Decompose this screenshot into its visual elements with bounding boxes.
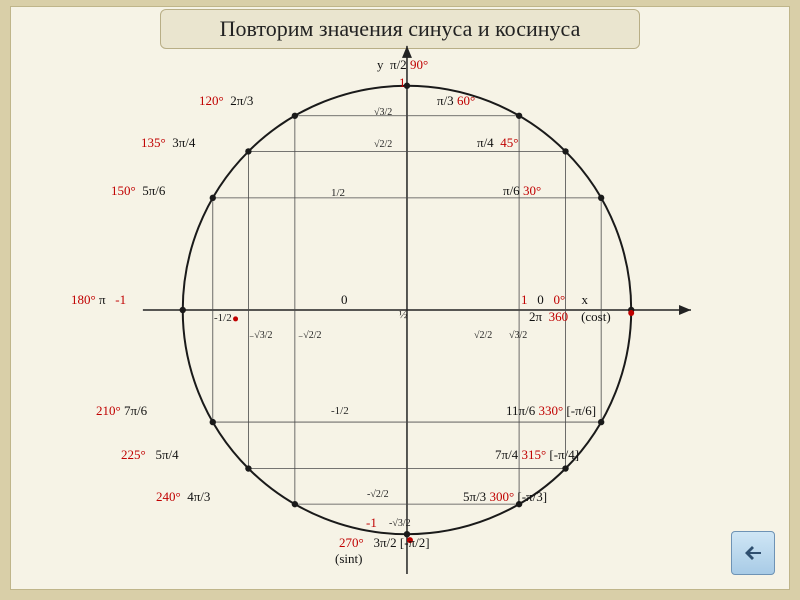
val-neg-r2: -√2/2 <box>367 489 389 500</box>
val-r2: √2/2 <box>374 139 392 150</box>
val-neg-half: -1/2 <box>331 405 349 417</box>
val-neg-r3-x: ₋√3/2 <box>249 330 273 341</box>
lbl-120: 120° 2π/3 <box>199 93 253 109</box>
val-r2-x: √2/2 <box>474 330 492 341</box>
lbl-240: 240° 4π/3 <box>156 489 210 505</box>
val-r3: √3/2 <box>374 107 392 118</box>
axis-y-label: y π/2 90° <box>377 57 428 73</box>
lbl-30: π/6 30° <box>503 183 541 199</box>
lbl-2pi: 2π 360 (cost) <box>529 309 611 325</box>
val-r3-x: √3/2 <box>509 330 527 341</box>
lbl-180: 180° π -1 <box>71 292 126 308</box>
lbl-270: 270° 3π/2 [-π/2] <box>339 535 430 551</box>
val-neg-r3: -√3/2 <box>389 518 411 529</box>
lbl-210: 210° 7π/6 <box>96 403 147 419</box>
lbl-150: 150° 5π/6 <box>111 183 165 199</box>
lbl-60: π/3 60° <box>437 93 475 109</box>
home-arrow-icon <box>741 541 765 565</box>
lbl-315: 7π/4 315° [-π/4] <box>495 447 579 463</box>
unit-circle-diagram <box>11 7 789 589</box>
lbl-225: 225° 5π/4 <box>121 447 179 463</box>
val-half: 1/2 <box>331 187 345 199</box>
back-button[interactable] <box>731 531 775 575</box>
lbl-135: 135° 3π/4 <box>141 135 195 151</box>
lbl-45: π/4 45° <box>477 135 518 151</box>
neg-one-bottom: -1 <box>366 515 377 531</box>
lbl-0: 1 0 0° x <box>521 292 588 308</box>
origin-zero: 0 <box>341 292 348 308</box>
val-neg-r2-x: ₋√2/2 <box>298 330 322 341</box>
content-frame: Повторим значения синуса и косинуса y π/… <box>10 6 790 590</box>
lbl-330: 11π/6 330° [-π/6] <box>506 403 596 419</box>
sint-label: (sint) <box>335 551 362 567</box>
one-top: 1 <box>399 75 406 91</box>
half-center: ½ <box>399 309 407 321</box>
neg-half-x: -1/2 <box>214 312 232 324</box>
lbl-300: 5π/3 300° [-π/3] <box>463 489 547 505</box>
